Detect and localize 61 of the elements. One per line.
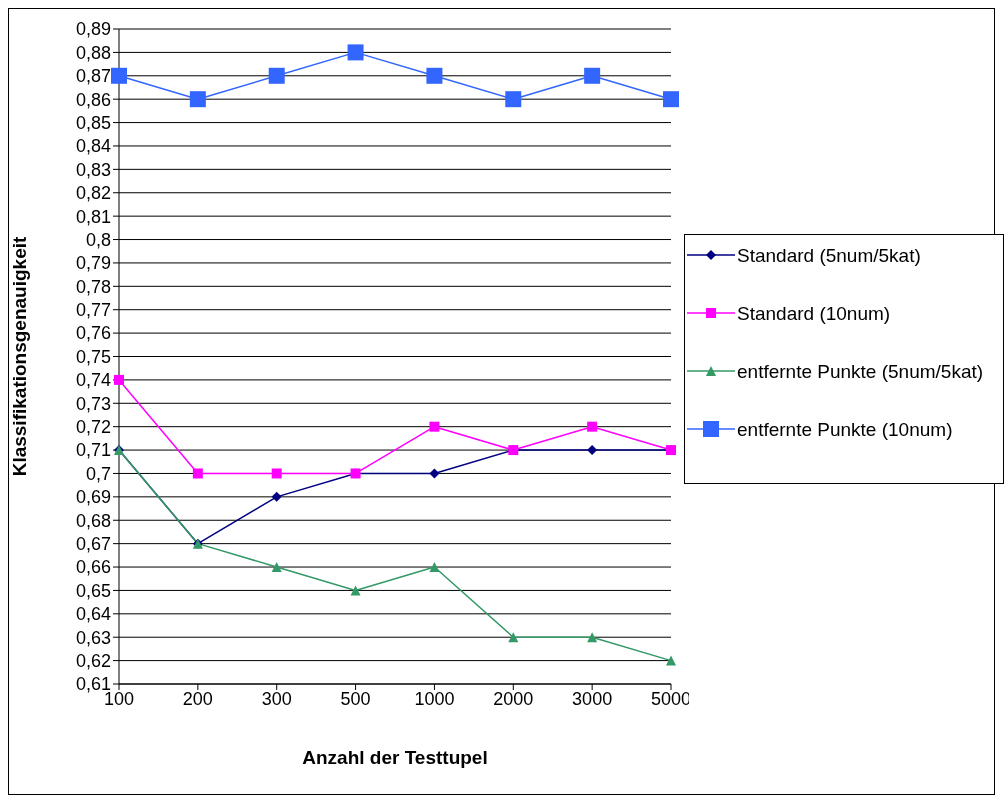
- x-tick-label: 1000: [414, 688, 455, 709]
- point: [192, 468, 203, 479]
- point: [508, 632, 519, 643]
- point: [347, 44, 364, 61]
- y-tick-label: 0,86: [75, 89, 111, 110]
- x-axis-title: Anzahl der Testtupel: [302, 747, 488, 768]
- y-tick-label: 0,8: [85, 229, 111, 250]
- point: [505, 91, 522, 108]
- x-tick-label: 3000: [572, 688, 613, 709]
- x-tick-label: 500: [340, 688, 371, 709]
- y-tick-label: 0,66: [75, 557, 111, 578]
- y-tick-label: 0,69: [75, 487, 111, 508]
- point: [268, 67, 285, 84]
- y-tick-label: 0,85: [75, 112, 111, 133]
- y-tick-label: 0,83: [75, 159, 111, 180]
- y-tick-label: 0,62: [75, 651, 111, 671]
- point: [584, 67, 601, 84]
- point: [271, 562, 282, 573]
- y-tick-label: 0,7: [85, 463, 111, 484]
- y-tick-label: 0,65: [75, 580, 111, 601]
- x-tick-label: 300: [261, 688, 292, 709]
- y-tick-label: 0,82: [75, 183, 111, 204]
- point: [429, 562, 440, 573]
- y-tick-label: 0,77: [75, 300, 111, 321]
- y-tick-label: 0,64: [75, 604, 111, 625]
- y-tick-label: 0,71: [75, 440, 111, 461]
- point: [350, 585, 361, 596]
- y-tick-label: 0,78: [75, 276, 111, 297]
- point: [271, 468, 282, 479]
- y-tick-label: 0,68: [75, 510, 111, 531]
- y-tick-label: 0,87: [75, 66, 111, 87]
- point: [587, 632, 598, 643]
- y-tick-label: 0,76: [75, 323, 111, 344]
- legend-label: entfernte Punkte (10num): [737, 418, 954, 442]
- point: [271, 491, 282, 502]
- y-tick-label: 0,84: [75, 136, 111, 157]
- point: [426, 67, 443, 84]
- y-tick-label: 0,79: [75, 253, 111, 274]
- point: [429, 468, 440, 479]
- y-tick-label: 0,88: [75, 42, 111, 63]
- legend-label: Standard (10num): [737, 302, 892, 326]
- legend-label: Standard (5num/5kat): [737, 244, 922, 268]
- y-tick-label: 0,63: [75, 627, 111, 648]
- y-axis-title: Klassifikationsgenauigkeit: [8, 235, 30, 477]
- point: [429, 421, 440, 432]
- point: [587, 421, 598, 432]
- y-tick-label: 0,74: [75, 370, 111, 391]
- point: [189, 91, 206, 108]
- legend-label: entfernte Punkte (5num/5kat): [737, 360, 985, 384]
- point: [587, 445, 598, 456]
- point: [663, 91, 679, 108]
- point: [111, 67, 127, 84]
- x-tick-label: 2000: [493, 688, 534, 709]
- point: [666, 655, 676, 666]
- x-tick-label: 200: [182, 688, 213, 709]
- y-tick-label: 0,75: [75, 346, 111, 367]
- y-tick-label: 0,72: [75, 417, 111, 438]
- y-tick-label: 0,89: [75, 19, 111, 40]
- y-tick-label: 0,73: [75, 393, 111, 414]
- y-tick-label: 0,67: [75, 534, 111, 555]
- y-tick-label: 0,81: [75, 206, 111, 227]
